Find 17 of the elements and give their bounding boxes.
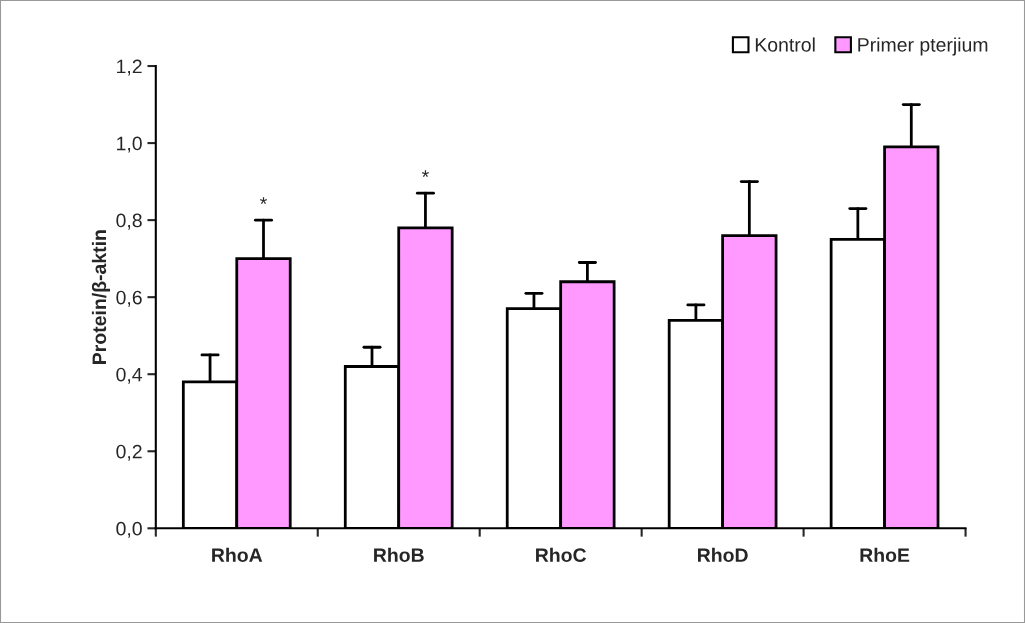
x-tick-label: RhoD (698, 547, 748, 563)
x-tick-label: RhoC (536, 547, 587, 563)
y-tick-label: 0,0 (116, 521, 142, 538)
annotation: * (421, 170, 429, 178)
x-tick-label: RhoE (860, 547, 910, 563)
y-tick-label: 0,2 (116, 444, 142, 461)
y-tick-label: 1,0 (117, 136, 142, 153)
legend-label: Primer pterjium (858, 37, 988, 56)
x-tick-label: RhoA (212, 547, 263, 563)
y-axis-title: Protein/β-aktin (91, 230, 111, 364)
x-tick-label: RhoB (374, 547, 424, 563)
annotation: * (260, 197, 267, 204)
y-tick-label: 0,8 (116, 213, 142, 230)
y-tick-label: 0,4 (116, 367, 143, 384)
legend-label: Kontrol (755, 37, 815, 52)
y-tick-label: 1,2 (117, 59, 142, 76)
y-tick-label: 0,6 (116, 290, 142, 307)
